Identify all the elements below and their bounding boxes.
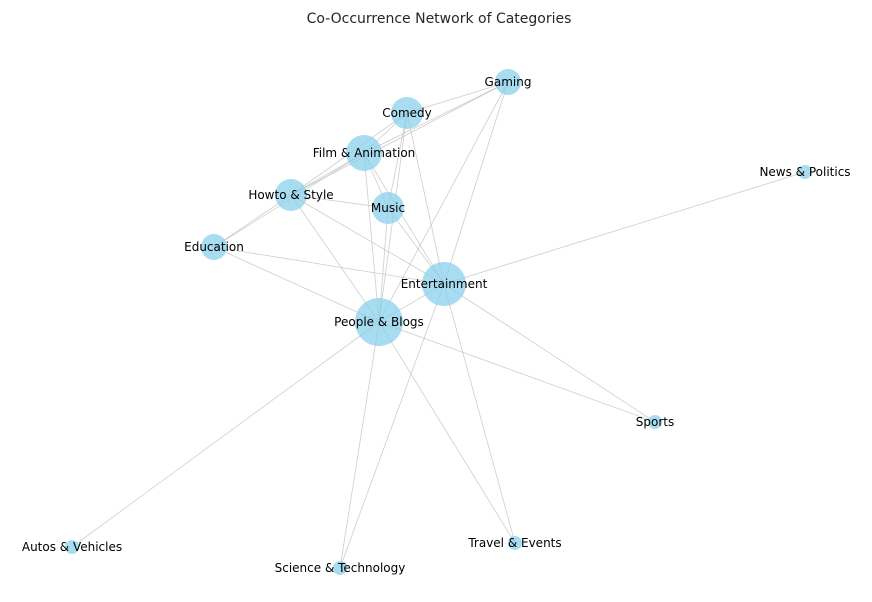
node-sports (648, 415, 662, 429)
node-label-howto: Howto & Style (248, 188, 333, 202)
node-label-news: News & Politics (759, 165, 850, 179)
node-howto (275, 179, 307, 211)
node-label-people: People & Blogs (334, 315, 424, 329)
edge-howto-music (290, 194, 389, 209)
node-label-entertainment: Entertainment (401, 277, 488, 291)
edge-education-people (213, 246, 380, 323)
node-education (201, 234, 227, 260)
node-music (372, 192, 404, 224)
edge-gaming-comedy (406, 81, 509, 114)
edge-news-entertainment (443, 171, 806, 285)
edge-film-entertainment (363, 152, 445, 285)
edge-people-travel (378, 321, 516, 544)
node-label-sports: Sports (636, 415, 674, 429)
edge-comedy-music (387, 112, 408, 209)
node-entertainment (422, 262, 466, 306)
edge-howto-entertainment (290, 194, 445, 285)
node-comedy (391, 97, 423, 129)
edge-gaming-entertainment (443, 81, 509, 285)
node-label-music: Music (371, 201, 405, 215)
node-label-comedy: Comedy (382, 106, 432, 120)
node-science (333, 561, 347, 575)
edge-people-autos (71, 321, 380, 548)
edge-people-sports (378, 321, 656, 423)
node-label-education: Education (184, 240, 244, 254)
node-gaming (495, 69, 521, 95)
node-travel (508, 536, 522, 550)
node-label-autos: Autos & Vehicles (22, 540, 122, 554)
node-label-gaming: Gaming (485, 75, 532, 89)
edge-comedy-entertainment (406, 112, 445, 285)
labels-layer: Gaming Comedy Film & Animation News & Polit… (22, 75, 851, 575)
edges-layer (71, 81, 806, 569)
node-label-travel: Travel & Events (467, 536, 561, 550)
node-autos (65, 540, 79, 554)
edge-entertainment-science (339, 283, 445, 569)
chart-title: Co-Occurrence Network of Categories (307, 11, 572, 27)
node-film (346, 135, 382, 171)
node-label-film: Film & Animation (313, 146, 416, 160)
edge-entertainment-sports (443, 283, 656, 423)
edge-howto-people (290, 194, 380, 323)
edge-entertainment-travel (443, 283, 516, 544)
edge-gaming-film (363, 81, 509, 154)
edge-people-science (339, 321, 380, 569)
node-people (355, 298, 403, 346)
edge-education-entertainment (213, 246, 445, 285)
edge-gaming-people (378, 81, 509, 323)
edge-film-people (363, 152, 380, 323)
node-news (798, 165, 812, 179)
nodes-layer (65, 69, 812, 575)
node-label-science: Science & Technology (275, 561, 406, 575)
